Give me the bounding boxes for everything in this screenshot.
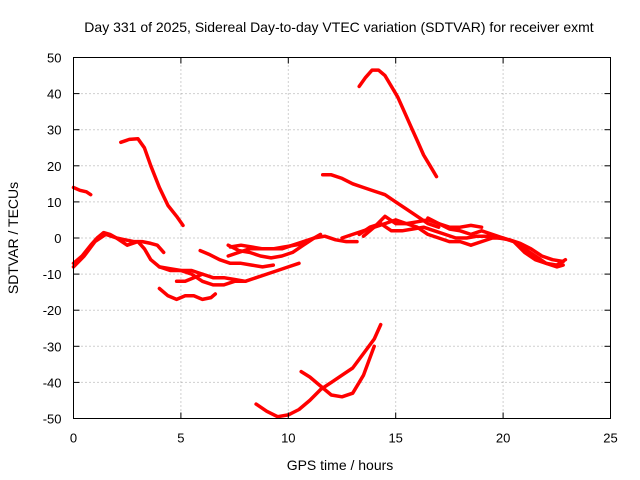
series-line-track-7 <box>174 261 301 284</box>
x-tick-label: 0 <box>70 431 77 446</box>
y-tick-label: -40 <box>43 375 62 390</box>
y-axis-label: SDTVAR / TECUs <box>5 182 21 294</box>
y-tick-label: -50 <box>43 412 62 427</box>
y-tick-label: 40 <box>47 87 61 102</box>
series-line-track-13 <box>357 68 439 179</box>
x-tick-label: 5 <box>177 431 184 446</box>
series-line-track-11 <box>228 241 308 251</box>
series-line-track-14 <box>357 221 565 264</box>
series-group <box>71 68 568 419</box>
series-line-track-10 <box>226 232 323 260</box>
y-tick-label: 10 <box>47 195 61 210</box>
series-line-track-6 <box>157 286 218 302</box>
x-tick-label: 25 <box>603 431 617 446</box>
y-tick-label: 50 <box>47 51 61 66</box>
y-tick-label: -30 <box>43 339 62 354</box>
y-tick-label: 20 <box>47 159 61 174</box>
series-line-track-16 <box>340 218 568 267</box>
x-axis-label: GPS time / hours <box>287 457 394 473</box>
x-tick-label: 15 <box>388 431 402 446</box>
y-tick-label: 0 <box>54 231 61 246</box>
axis-ticks: 0 5 10 15 20 25 -50 -40 -30 -20 -10 0 10 20 30 40 50 <box>43 51 618 446</box>
chart-title: Day 331 of 2025, Sidereal Day-to-day VTE… <box>84 19 593 35</box>
series-line-track-19 <box>299 344 376 399</box>
series-line-track-12 <box>320 173 441 229</box>
series-line-track-17 <box>426 216 484 229</box>
series-line-track-18 <box>254 322 383 419</box>
y-tick-label: 30 <box>47 123 61 138</box>
series-line-track-4 <box>157 265 205 276</box>
x-tick-label: 10 <box>281 431 295 446</box>
series-line-track-5 <box>119 136 185 228</box>
y-tick-label: -10 <box>43 267 62 282</box>
series-line-track-8 <box>198 248 276 269</box>
x-tick-label: 20 <box>496 431 510 446</box>
series-line-track-1 <box>71 185 93 197</box>
series-line-track-3 <box>71 232 248 287</box>
y-tick-label: -20 <box>43 303 62 318</box>
series-line-track-15 <box>361 214 565 269</box>
